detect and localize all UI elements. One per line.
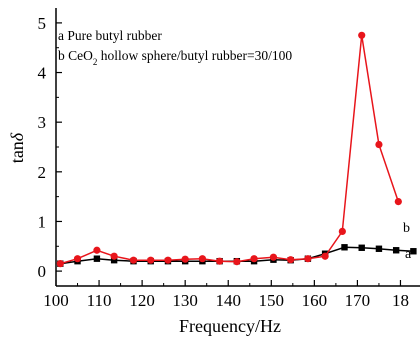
series-line-b — [60, 35, 400, 265]
data-point-b — [250, 255, 258, 263]
x-tick-label: 170 — [345, 291, 371, 310]
data-point-b — [287, 256, 295, 264]
data-point-a — [358, 244, 365, 251]
x-tick-label: 130 — [172, 291, 198, 310]
y-tick-label: 1 — [38, 212, 47, 231]
x-tick-label: 120 — [129, 291, 155, 310]
series-label-a: a — [405, 247, 412, 262]
data-point-a — [392, 247, 400, 254]
data-point-a — [110, 256, 118, 264]
data-point-b — [358, 31, 366, 39]
data-point-b — [181, 255, 189, 263]
data-point-b — [269, 253, 278, 261]
data-point-b — [338, 227, 346, 235]
y-tick-label: 3 — [38, 113, 47, 132]
x-tick-label: 150 — [259, 291, 285, 310]
data-point-b — [375, 140, 383, 149]
x-tick-label: 100 — [43, 291, 69, 310]
data-point-b — [56, 260, 64, 268]
data-point-b — [73, 255, 82, 263]
plot-area — [56, 31, 417, 268]
series-label-b: b — [403, 221, 410, 236]
data-point-b — [304, 255, 312, 263]
data-point-a — [93, 255, 101, 262]
series-b — [56, 31, 402, 268]
data-point-a — [410, 248, 417, 255]
data-point-b — [93, 246, 101, 254]
x-tick-label: 110 — [87, 291, 112, 310]
data-point-b — [233, 258, 241, 266]
x-tick-label: 18 — [392, 291, 409, 310]
data-point-b — [216, 257, 224, 265]
data-point-b — [147, 256, 155, 264]
x-tick-label: 160 — [302, 291, 328, 310]
x-axis: 100 110 120 130 140 150 160 170 18 — [43, 280, 409, 310]
x-axis-title: Frequency/Hz — [179, 316, 281, 336]
data-point-b — [321, 252, 329, 260]
legend-entry-b: b CeO2 hollow sphere/butyl rubber=30/100 — [58, 48, 292, 67]
y-axis: 0 1 2 3 4 5 — [38, 14, 62, 281]
legend-entry-a: a Pure butyl rubber — [58, 28, 162, 43]
legend: a Pure butyl rubber b CeO2 hollow sphere… — [58, 28, 292, 67]
y-axis-title: tanδ — [7, 132, 27, 163]
y-tick-label: 0 — [38, 262, 47, 281]
x-tick-label: 140 — [215, 291, 241, 310]
y-tick-label: 5 — [38, 14, 47, 33]
y-tick-label: 2 — [38, 163, 47, 182]
data-point-a — [375, 245, 383, 252]
data-point-b — [198, 255, 206, 263]
data-point-b — [394, 198, 402, 206]
data-point-b — [129, 256, 138, 264]
data-point-a — [341, 244, 348, 251]
data-point-b — [164, 256, 172, 264]
y-tick-label: 4 — [38, 64, 47, 83]
data-point-b — [110, 252, 118, 260]
